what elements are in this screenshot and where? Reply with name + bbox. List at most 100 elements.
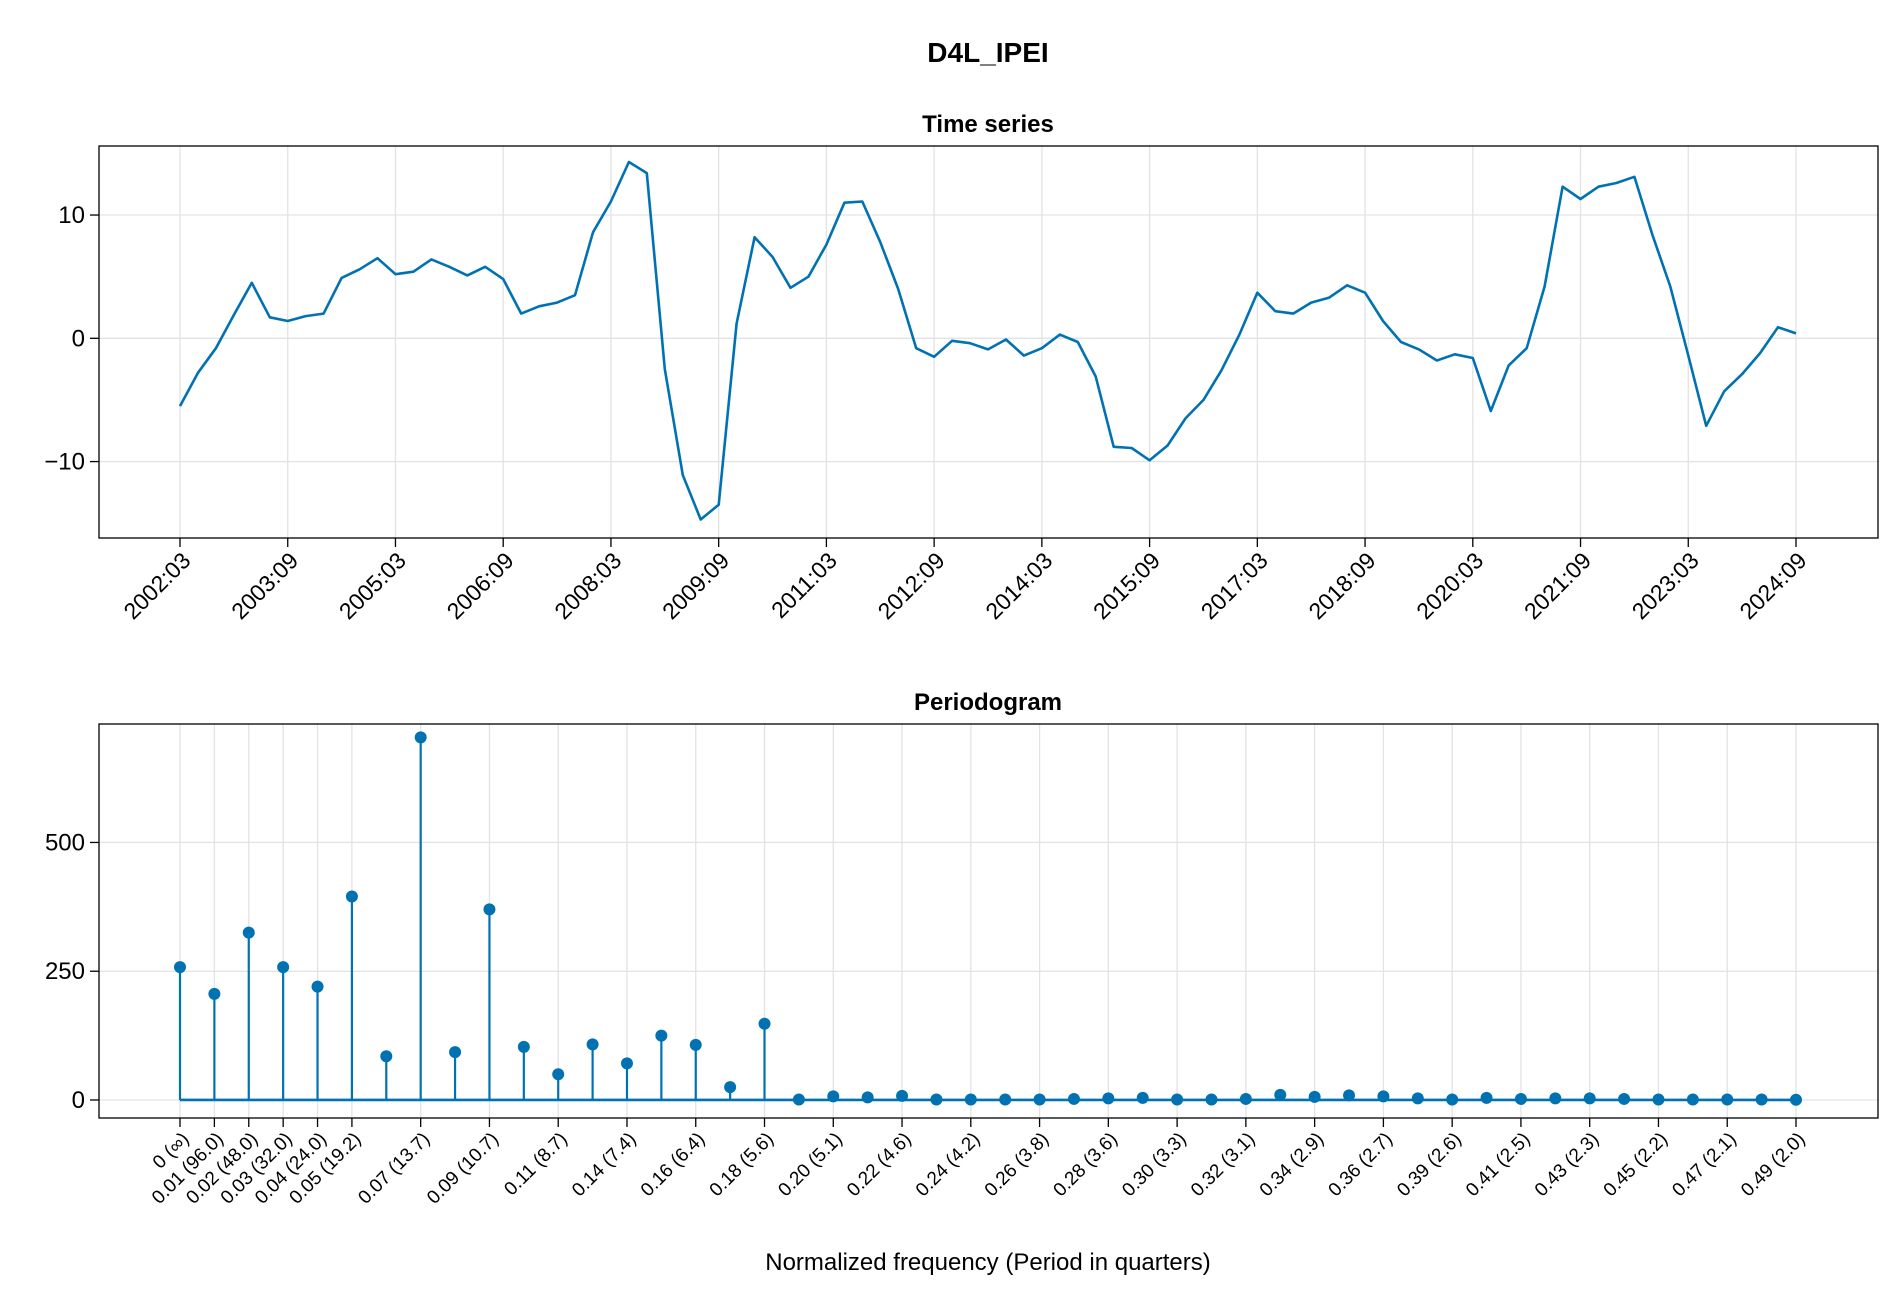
periodogram-marker <box>1239 1092 1252 1105</box>
time-series-x-tick-label: 2009:09 <box>657 547 734 624</box>
figure-title: D4L_IPEI <box>927 37 1048 68</box>
periodogram-x-tick-label: 0.30 (3.3) <box>1118 1129 1190 1201</box>
periodogram-marker <box>1171 1093 1184 1106</box>
periodogram-marker <box>1618 1092 1631 1105</box>
time-series-y-tick-label: −10 <box>44 449 85 476</box>
time-series-x-tick-label: 2024:09 <box>1734 547 1811 624</box>
time-series-x-tick-label: 2003:09 <box>226 547 303 624</box>
periodogram-marker <box>552 1068 565 1081</box>
time-series-x-tick-label: 2006:09 <box>442 547 519 624</box>
periodogram-stems <box>174 731 1802 1106</box>
time-series-x-tick-label: 2023:03 <box>1627 547 1704 624</box>
time-series-x-tick-label: 2020:03 <box>1411 547 1488 624</box>
periodogram-x-tick-label: 0.47 (2.1) <box>1668 1129 1740 1201</box>
periodogram-marker <box>1274 1088 1287 1101</box>
periodogram-marker <box>1755 1093 1768 1106</box>
time-series-panel: Time series 2002:03 2003:09 2005:03 2006:09… <box>44 111 1879 624</box>
periodogram-marker <box>1721 1093 1734 1106</box>
periodogram-y-tick-label: 0 <box>72 1087 85 1114</box>
periodogram-marker <box>1205 1093 1218 1106</box>
periodogram-x-tick-label: 0.20 (5.1) <box>774 1129 846 1201</box>
periodogram-marker <box>1480 1091 1493 1104</box>
periodogram-marker <box>1686 1093 1699 1106</box>
periodogram-marker <box>277 961 290 974</box>
time-series-frame <box>98 145 1879 539</box>
periodogram-x-tick-label: 0.24 (4.2) <box>912 1129 984 1201</box>
periodogram-marker <box>380 1050 393 1063</box>
periodogram-marker <box>208 987 221 1000</box>
time-series-y-tick-label: 10 <box>58 202 85 229</box>
periodogram-x-tick-label: 0.14 (7.4) <box>568 1129 640 1201</box>
periodogram-panel: Periodogram 0 (∞)0.01 (96.0)0.02 (48.0)0… <box>45 689 1879 1276</box>
periodogram-marker <box>1549 1092 1562 1105</box>
periodogram-marker <box>655 1029 668 1042</box>
periodogram-marker <box>896 1089 909 1102</box>
periodogram-marker <box>1514 1092 1527 1105</box>
periodogram-x-tick-label: 0.28 (3.6) <box>1050 1129 1122 1201</box>
periodogram-marker <box>861 1091 874 1104</box>
periodogram-marker <box>1067 1092 1080 1105</box>
periodogram-marker <box>1308 1090 1321 1103</box>
periodogram-marker <box>999 1093 1012 1106</box>
periodogram-marker <box>1377 1090 1390 1103</box>
periodogram-x-tick-label: 0.26 (3.8) <box>981 1129 1053 1201</box>
periodogram-marker <box>1583 1092 1596 1105</box>
periodogram-marker <box>724 1081 737 1094</box>
periodogram-x-tick-label: 0.18 (5.6) <box>706 1129 778 1201</box>
periodogram-x-tick-label: 0.36 (2.7) <box>1325 1129 1397 1201</box>
periodogram-x-tick-label: 0.22 (4.6) <box>843 1129 915 1201</box>
periodogram-marker <box>345 890 358 903</box>
periodogram-marker <box>242 926 255 939</box>
periodogram-axes: 0 (∞)0.01 (96.0)0.02 (48.0)0.03 (32.0)0.… <box>45 829 1810 1208</box>
time-series-title: Time series <box>922 111 1054 138</box>
time-series-x-tick-label: 2018:09 <box>1303 547 1380 624</box>
time-series-x-tick-label: 2014:03 <box>980 547 1057 624</box>
time-series-axes: 2002:03 2003:09 2005:03 2006:09 2008:03 2009:… <box>44 202 1811 624</box>
periodogram-frame <box>98 723 1879 1119</box>
periodogram-x-tick-label: 0.45 (2.2) <box>1600 1129 1672 1201</box>
time-series-x-tick-label: 2011:03 <box>766 547 842 623</box>
periodogram-marker <box>311 980 324 993</box>
time-series-x-tick-label: 2017:03 <box>1196 547 1273 624</box>
periodogram-marker <box>792 1093 805 1106</box>
periodogram-x-axis-label: Normalized frequency (Period in quarters… <box>765 1249 1211 1276</box>
time-series-x-tick-label: 2005:03 <box>334 547 411 624</box>
periodogram-marker <box>689 1038 702 1051</box>
periodogram-x-tick-label: 0.34 (2.9) <box>1256 1129 1328 1201</box>
periodogram-marker <box>758 1017 771 1030</box>
periodogram-marker <box>586 1038 599 1051</box>
time-series-x-tick-label: 2021:09 <box>1519 547 1596 624</box>
time-series-y-tick-label: 0 <box>72 325 85 352</box>
periodogram-x-tick-label: 0.49 (2.0) <box>1737 1129 1809 1201</box>
periodogram-marker <box>517 1040 530 1053</box>
periodogram-marker <box>964 1093 977 1106</box>
periodogram-marker <box>1790 1093 1802 1106</box>
periodogram-x-tick-label: 0.39 (2.6) <box>1393 1129 1465 1201</box>
periodogram-x-tick-label: 0.09 (10.7) <box>423 1129 503 1209</box>
periodogram-marker <box>1446 1093 1459 1106</box>
periodogram-y-tick-label: 250 <box>45 958 85 985</box>
periodogram-y-tick-label: 500 <box>45 829 85 856</box>
periodogram-marker <box>414 731 427 744</box>
periodogram-marker <box>449 1046 462 1059</box>
periodogram-marker <box>1136 1091 1149 1104</box>
periodogram-x-tick-label: 0.32 (3.1) <box>1187 1129 1259 1201</box>
periodogram-marker <box>1343 1089 1356 1102</box>
time-series-x-tick-label: 2002:03 <box>118 547 195 624</box>
periodogram-x-tick-label: 0.07 (13.7) <box>354 1129 434 1209</box>
periodogram-marker <box>174 961 186 974</box>
periodogram-marker <box>620 1057 633 1070</box>
periodogram-x-tick-label: 0.41 (2.5) <box>1462 1129 1534 1201</box>
periodogram-marker <box>1652 1093 1665 1106</box>
periodogram-x-tick-label: 0.11 (8.7) <box>500 1129 571 1200</box>
periodogram-grid <box>99 724 1878 1118</box>
periodogram-marker <box>1033 1093 1046 1106</box>
periodogram-x-tick-label: 0.43 (2.3) <box>1531 1129 1603 1201</box>
periodogram-x-tick-label: 0.16 (6.4) <box>637 1129 709 1201</box>
time-series-x-tick-label: 2008:03 <box>549 547 626 624</box>
periodogram-marker <box>930 1093 943 1106</box>
periodogram-marker <box>483 903 496 916</box>
periodogram-marker <box>827 1090 840 1103</box>
periodogram-title: Periodogram <box>914 689 1062 716</box>
